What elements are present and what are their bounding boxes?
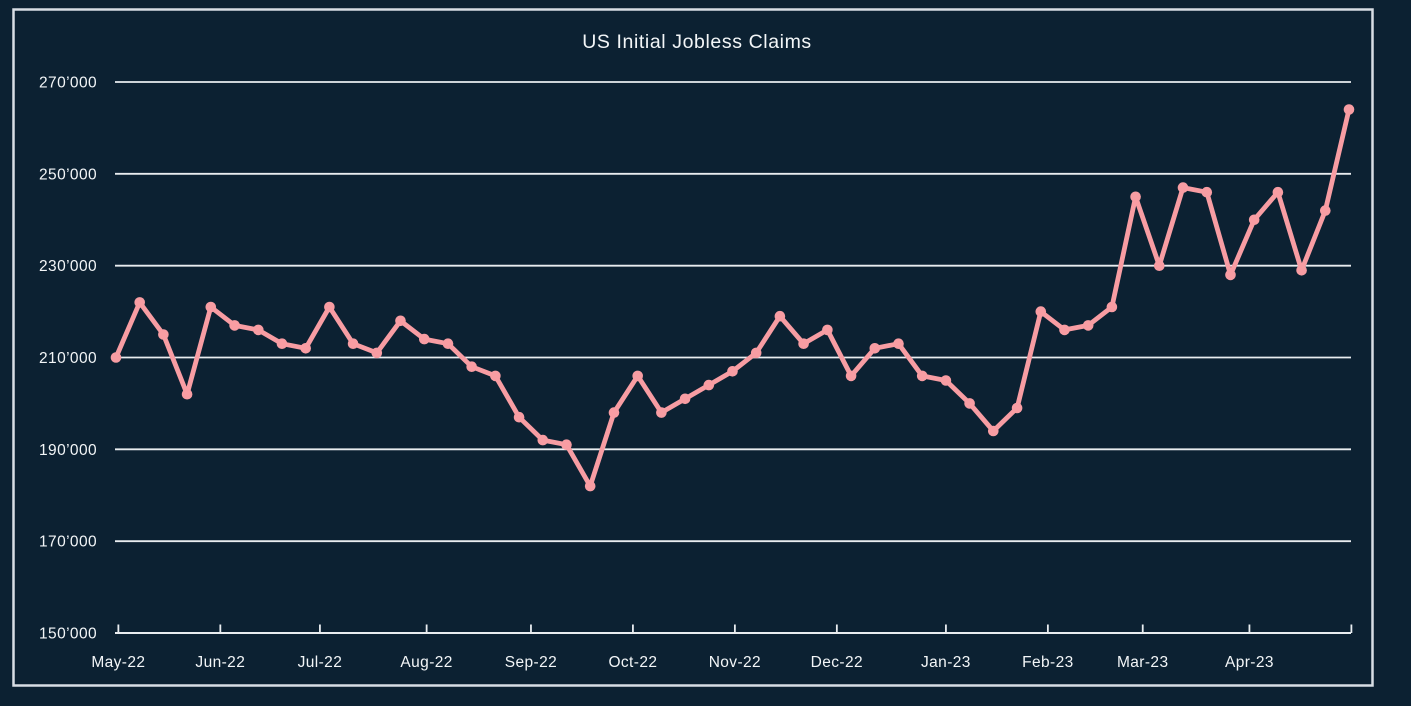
chart-title: US Initial Jobless Claims xyxy=(582,31,812,53)
y-axis-tick-label: 250’000 xyxy=(39,166,97,183)
data-point-marker xyxy=(988,425,999,437)
x-axis-tick-label: Jan-23 xyxy=(921,654,971,671)
x-axis-tick-label: Jul-22 xyxy=(298,654,343,671)
x-axis-tick-label: Jun-22 xyxy=(195,654,245,671)
data-point-marker xyxy=(347,338,359,350)
data-point-marker xyxy=(1320,205,1331,216)
data-point-marker xyxy=(1154,260,1165,272)
data-point-marker xyxy=(750,347,762,359)
data-point-marker xyxy=(252,324,264,336)
y-axis-tick-label: 150’000 xyxy=(39,626,97,643)
data-point-marker xyxy=(774,310,786,322)
x-axis-tick-label: Mar-23 xyxy=(1117,654,1169,671)
data-point-marker xyxy=(964,398,975,409)
data-point-marker xyxy=(679,393,691,405)
x-axis-tick-label: Feb-23 xyxy=(1022,654,1074,671)
card-border xyxy=(12,8,1374,687)
data-point-marker xyxy=(869,343,881,354)
data-point-marker xyxy=(276,338,288,350)
x-axis-tick-label: Dec-22 xyxy=(811,654,863,671)
data-point-marker xyxy=(940,375,952,386)
data-point-marker xyxy=(442,338,454,350)
x-axis-tick-label: Apr-23 xyxy=(1225,654,1274,671)
data-point-marker xyxy=(1272,186,1284,198)
data-point-marker xyxy=(371,347,383,359)
data-point-marker xyxy=(1059,324,1070,336)
y-axis-tick-label: 210’000 xyxy=(39,350,97,367)
data-point-marker xyxy=(419,333,430,345)
data-point-marker xyxy=(893,338,904,350)
data-point-marker xyxy=(1225,269,1236,281)
series-line xyxy=(113,107,1352,489)
data-point-marker xyxy=(466,361,478,373)
data-point-marker xyxy=(490,370,501,382)
data-point-marker xyxy=(1201,186,1213,198)
data-point-marker xyxy=(537,434,549,446)
data-point-marker xyxy=(632,370,643,382)
data-point-marker xyxy=(513,411,525,423)
data-point-marker xyxy=(845,370,857,382)
x-axis-tick-label: May-22 xyxy=(91,654,145,671)
data-point-marker xyxy=(229,320,240,331)
data-point-marker xyxy=(324,301,335,313)
data-point-marker xyxy=(1130,191,1141,203)
data-point-marker xyxy=(1035,306,1047,317)
data-point-marker xyxy=(134,297,145,308)
y-axis-tick-label: 230’000 xyxy=(39,258,97,275)
data-point-marker xyxy=(916,370,928,382)
data-point-marker xyxy=(561,439,572,451)
x-axis-tick-label: Nov-22 xyxy=(709,654,761,671)
x-axis-tick-label: Oct-22 xyxy=(608,654,657,671)
data-point-marker xyxy=(300,343,312,354)
data-point-marker xyxy=(395,315,406,327)
y-axis-tick-label: 270’000 xyxy=(39,75,97,92)
data-point-marker xyxy=(1296,265,1307,276)
data-point-marker xyxy=(205,301,217,313)
data-point-marker xyxy=(1106,301,1118,313)
data-point-marker xyxy=(703,379,715,391)
data-point-marker xyxy=(1177,182,1189,193)
data-point-marker xyxy=(822,324,833,336)
data-point-marker xyxy=(1082,320,1094,331)
data-point-marker xyxy=(798,338,809,350)
y-axis-tick-label: 190’000 xyxy=(39,442,97,459)
y-axis-tick-label: 170’000 xyxy=(39,534,97,551)
data-point-marker xyxy=(727,366,738,377)
data-point-marker xyxy=(1248,214,1260,226)
x-axis-tick-label: Aug-22 xyxy=(400,654,452,671)
data-point-marker xyxy=(181,388,193,400)
data-point-marker xyxy=(110,352,122,363)
data-point-marker xyxy=(1343,104,1355,115)
x-axis-tick-label: Sep-22 xyxy=(505,654,557,671)
data-point-marker xyxy=(656,407,667,418)
data-point-marker xyxy=(158,329,169,340)
data-point-marker xyxy=(608,407,620,418)
data-point-marker xyxy=(1011,402,1023,414)
data-point-marker xyxy=(584,480,596,492)
